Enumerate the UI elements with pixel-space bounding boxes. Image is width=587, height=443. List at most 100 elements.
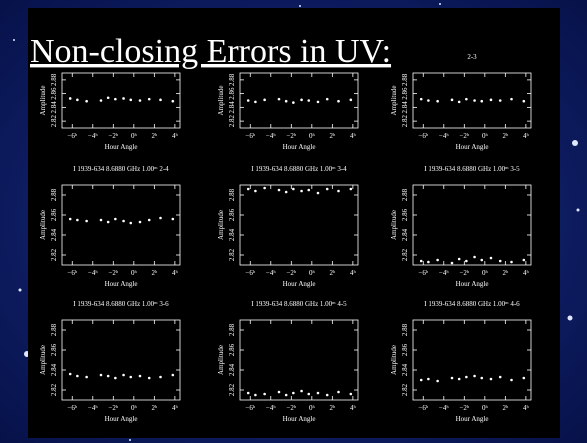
data-point bbox=[523, 100, 526, 103]
data-point bbox=[172, 218, 175, 221]
data-point bbox=[499, 376, 502, 379]
y-tick-label: 2.84 bbox=[228, 101, 236, 114]
data-point bbox=[254, 101, 257, 104]
y-tick-label: 2.86 bbox=[401, 208, 409, 221]
y-tick-label: 2.84 bbox=[401, 363, 409, 376]
data-point bbox=[148, 219, 151, 222]
x-tick-label: −2ʰ bbox=[108, 269, 118, 277]
x-axis-label: Hour Angle bbox=[283, 415, 316, 423]
y-tick-label: 2.86 bbox=[50, 87, 58, 100]
x-tick-label: 2ʰ bbox=[329, 132, 336, 140]
data-point bbox=[307, 99, 310, 102]
data-point bbox=[100, 374, 103, 377]
x-tick-label: −2ʰ bbox=[459, 132, 469, 140]
x-tick-label: 4ʰ bbox=[523, 269, 530, 277]
data-point bbox=[337, 391, 340, 394]
data-point bbox=[129, 99, 132, 102]
x-tick-label: 0ʰ bbox=[309, 404, 316, 412]
x-tick-label: 4ʰ bbox=[172, 132, 179, 140]
data-point bbox=[107, 96, 110, 99]
x-tick-label: 2ʰ bbox=[151, 132, 158, 140]
y-tick-label: 2.82 bbox=[228, 248, 236, 261]
y-tick-label: 2.88 bbox=[228, 188, 236, 201]
y-tick-label: 2.86 bbox=[228, 343, 236, 356]
data-point bbox=[139, 375, 142, 378]
data-point bbox=[427, 99, 430, 102]
slide: −6ʰ−4ʰ−2ʰ0ʰ2ʰ4ʰ2.822.842.862.88Hour Angl… bbox=[0, 0, 587, 443]
x-tick-label: 2ʰ bbox=[329, 269, 336, 277]
data-point bbox=[69, 373, 72, 376]
x-tick-label: −6ʰ bbox=[245, 269, 255, 277]
data-point bbox=[263, 99, 266, 102]
x-tick-label: 0ʰ bbox=[482, 269, 489, 277]
y-tick-label: 2.88 bbox=[401, 323, 409, 336]
x-axis-label: Hour Angle bbox=[283, 143, 316, 151]
data-point bbox=[129, 376, 132, 379]
data-point bbox=[100, 219, 103, 222]
y-tick-label: 2.82 bbox=[401, 115, 409, 128]
data-point bbox=[285, 100, 288, 103]
x-axis-label: Hour Angle bbox=[105, 415, 138, 423]
x-axis-label: Hour Angle bbox=[456, 415, 489, 423]
data-point bbox=[490, 257, 493, 260]
x-tick-label: 2ʰ bbox=[502, 132, 509, 140]
data-point bbox=[247, 392, 250, 395]
y-tick-label: 2.82 bbox=[50, 115, 58, 128]
y-tick-label: 2.84 bbox=[50, 228, 58, 241]
data-point bbox=[465, 376, 468, 379]
data-point bbox=[85, 100, 88, 103]
data-point bbox=[337, 190, 340, 193]
data-point bbox=[436, 380, 439, 383]
y-axis-label: Amplitude bbox=[390, 210, 398, 240]
data-point bbox=[420, 98, 423, 101]
data-point bbox=[69, 218, 72, 221]
x-tick-label: 4ʰ bbox=[523, 404, 530, 412]
data-point bbox=[436, 100, 439, 103]
x-tick-label: −4ʰ bbox=[88, 132, 98, 140]
y-tick-label: 2.84 bbox=[50, 101, 58, 114]
x-axis-label: Hour Angle bbox=[456, 280, 489, 288]
y-tick-label: 2.86 bbox=[50, 343, 58, 356]
x-tick-label: −4ʰ bbox=[266, 132, 276, 140]
data-point bbox=[307, 393, 310, 396]
x-tick-label: −6ʰ bbox=[67, 404, 77, 412]
x-tick-label: −4ʰ bbox=[266, 404, 276, 412]
subplot-title: I 1939-634 8.6880 GHz 1.00ᵐ 3-6 bbox=[73, 300, 169, 308]
y-axis-label: Amplitude bbox=[39, 86, 47, 116]
data-point bbox=[159, 99, 162, 102]
data-point bbox=[510, 261, 513, 264]
data-point bbox=[69, 97, 72, 100]
x-tick-label: 4ʰ bbox=[350, 269, 357, 277]
data-point bbox=[317, 101, 320, 104]
data-point bbox=[510, 379, 513, 382]
subplot-title: I 1939-634 8.6880 GHz 1.00ᵐ 4-5 bbox=[251, 300, 347, 308]
data-point bbox=[107, 375, 110, 378]
y-tick-label: 2.88 bbox=[228, 323, 236, 336]
data-point bbox=[76, 375, 79, 378]
x-tick-label: 2ʰ bbox=[502, 404, 509, 412]
data-point bbox=[76, 219, 79, 222]
data-point bbox=[490, 378, 493, 381]
y-axis-label: Amplitude bbox=[39, 210, 47, 240]
y-tick-label: 2.82 bbox=[50, 383, 58, 396]
data-point bbox=[465, 98, 468, 101]
data-point bbox=[458, 378, 461, 381]
x-tick-label: 4ʰ bbox=[172, 404, 179, 412]
x-tick-label: −2ʰ bbox=[108, 404, 118, 412]
x-tick-label: 0ʰ bbox=[482, 404, 489, 412]
x-tick-label: 0ʰ bbox=[309, 132, 316, 140]
x-tick-label: 0ʰ bbox=[131, 404, 138, 412]
x-axis-label: Hour Angle bbox=[105, 143, 138, 151]
data-point bbox=[122, 220, 125, 223]
y-axis-label: Amplitude bbox=[390, 345, 398, 375]
slide-title: Non-closing Errors in UV: bbox=[30, 33, 391, 70]
data-point bbox=[420, 379, 423, 382]
data-point bbox=[490, 99, 493, 102]
data-point bbox=[254, 190, 257, 193]
data-point bbox=[337, 100, 340, 103]
subplot-title: I 1939-634 8.6880 GHz 1.00ᵐ 3-5 bbox=[424, 165, 520, 173]
y-tick-label: 2.82 bbox=[401, 248, 409, 261]
data-point bbox=[122, 97, 125, 100]
data-point bbox=[139, 221, 142, 224]
data-point bbox=[300, 99, 303, 102]
